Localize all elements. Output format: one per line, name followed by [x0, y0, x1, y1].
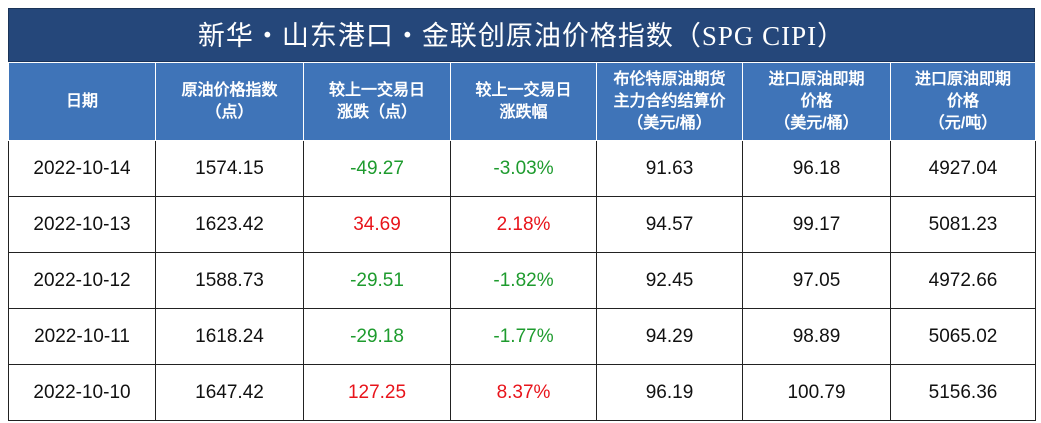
data-cell: 99.17	[742, 196, 891, 253]
data-cell: 5081.23	[890, 196, 1036, 253]
data-cell: 4927.04	[890, 140, 1036, 197]
data-cell: 2022-10-12	[8, 252, 156, 309]
data-cell: 100.79	[742, 364, 891, 421]
header-cell: 较上一交易日 涨跌（点）	[303, 62, 451, 141]
data-cell: -3.03%	[450, 140, 597, 197]
data-cell: -1.82%	[450, 252, 597, 309]
data-cell: -29.18	[303, 308, 451, 365]
data-cell: 2.18%	[450, 196, 597, 253]
data-cell: 98.89	[742, 308, 891, 365]
data-cell: 4972.66	[890, 252, 1036, 309]
table-title: 新华・山东港口・金联创原油价格指数（SPG CIPI）	[8, 8, 1035, 62]
header-line: （元/吨）	[928, 114, 998, 132]
table-container: 新华・山东港口・金联创原油价格指数（SPG CIPI） 日期 原油价格指数 （点） 较…	[8, 8, 1036, 421]
data-cell: 94.57	[596, 196, 743, 253]
data-cell: 8.37%	[450, 364, 597, 421]
data-cell: 97.05	[742, 252, 891, 309]
header-line: 较上一交易日	[328, 81, 425, 99]
header-line: 涨跌幅	[499, 103, 548, 121]
header-row: 日期 原油价格指数 （点） 较上一交易日 涨跌（点） 较上一交易日 涨跌幅 布伦特原油期货 主力…	[8, 62, 1036, 141]
header-line: （美元/桶）	[774, 114, 859, 132]
data-cell: 5156.36	[890, 364, 1036, 421]
data-row: 2022-10-12 1588.73 -29.51 -1.82% 92.45 97.05 4…	[8, 252, 1036, 309]
data-cell: 5065.02	[890, 308, 1036, 365]
data-cell: 96.19	[596, 364, 743, 421]
price-table: 日期 原油价格指数 （点） 较上一交易日 涨跌（点） 较上一交易日 涨跌幅 布伦特原油期货 主力…	[8, 62, 1036, 421]
data-cell: 2022-10-14	[8, 140, 156, 197]
header-line: 进口原油即期	[914, 70, 1011, 88]
header-line: （美元/桶）	[627, 114, 712, 132]
data-row: 2022-10-14 1574.15 -49.27 -3.03% 91.63 96.18 4…	[8, 140, 1036, 197]
header-cell: 日期	[8, 62, 156, 141]
data-row: 2022-10-10 1647.42 127.25 8.37% 96.19 100.79 5…	[8, 364, 1036, 421]
data-cell: 34.69	[303, 196, 451, 253]
header-line: 日期	[65, 92, 98, 110]
data-cell: 96.18	[742, 140, 891, 197]
header-line: 较上一交易日	[475, 81, 572, 99]
data-cell: 1588.73	[155, 252, 304, 309]
header-line: 价格	[946, 92, 979, 110]
data-cell: -49.27	[303, 140, 451, 197]
header-line: 布伦特原油期货	[613, 70, 726, 88]
header-cell: 进口原油即期 价格 （美元/桶）	[742, 62, 891, 141]
header-cell: 布伦特原油期货 主力合约结算价 （美元/桶）	[596, 62, 743, 141]
header-line: 主力合约结算价	[613, 92, 726, 110]
data-cell: 2022-10-13	[8, 196, 156, 253]
data-cell: 127.25	[303, 364, 451, 421]
header-cell: 进口原油即期 价格 （元/吨）	[890, 62, 1036, 141]
data-cell: 92.45	[596, 252, 743, 309]
header-cell: 原油价格指数 （点）	[155, 62, 304, 141]
data-row: 2022-10-13 1623.42 34.69 2.18% 94.57 99.17 508…	[8, 196, 1036, 253]
data-cell: 1574.15	[155, 140, 304, 197]
header-line: 涨跌（点）	[336, 103, 417, 121]
header-line: 价格	[800, 92, 833, 110]
header-line: （点）	[205, 103, 254, 121]
header-cell: 较上一交易日 涨跌幅	[450, 62, 597, 141]
data-cell: 94.29	[596, 308, 743, 365]
data-cell: 1618.24	[155, 308, 304, 365]
data-cell: 1623.42	[155, 196, 304, 253]
header-line: 进口原油即期	[768, 70, 865, 88]
data-cell: 1647.42	[155, 364, 304, 421]
data-cell: -1.77%	[450, 308, 597, 365]
data-cell: 2022-10-10	[8, 364, 156, 421]
data-cell: 91.63	[596, 140, 743, 197]
data-row: 2022-10-11 1618.24 -29.18 -1.77% 94.29 98.89 5…	[8, 308, 1036, 365]
data-cell: 2022-10-11	[8, 308, 156, 365]
table-body: 2022-10-14 1574.15 -49.27 -3.03% 91.63 96.18 4…	[8, 140, 1036, 421]
header-line: 原油价格指数	[181, 81, 278, 99]
data-cell: -29.51	[303, 252, 451, 309]
